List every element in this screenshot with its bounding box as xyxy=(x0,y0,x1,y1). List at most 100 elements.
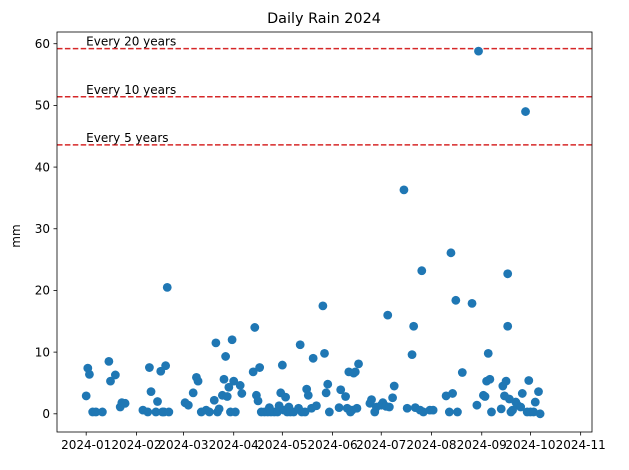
data-point xyxy=(521,107,530,116)
data-point xyxy=(104,356,114,366)
data-point xyxy=(417,266,427,276)
reference-label-2: Every 5 years xyxy=(86,131,168,145)
data-point xyxy=(383,310,393,320)
data-point xyxy=(341,392,350,401)
data-point xyxy=(161,361,171,371)
chart-title: Daily Rain 2024 xyxy=(267,11,381,27)
data-point xyxy=(517,389,527,398)
data-point xyxy=(253,396,263,406)
data-point xyxy=(453,407,462,417)
reference-label-0: Every 20 years xyxy=(86,35,176,49)
data-point xyxy=(485,374,495,384)
y-tick-label: 0 xyxy=(42,407,50,421)
data-point xyxy=(496,404,506,414)
data-point xyxy=(214,404,224,414)
y-tick-label: 60 xyxy=(35,37,50,51)
data-point xyxy=(350,367,360,377)
data-point xyxy=(534,387,543,396)
data-point xyxy=(295,340,305,350)
data-point xyxy=(367,395,376,405)
data-point xyxy=(535,409,545,419)
data-point xyxy=(303,390,313,400)
x-tick-label: 2024-02 xyxy=(111,438,161,452)
data-point xyxy=(235,381,245,390)
data-point xyxy=(250,323,260,332)
data-point xyxy=(97,407,107,417)
data-point xyxy=(444,407,454,417)
y-tick-label: 10 xyxy=(35,345,50,359)
data-point xyxy=(188,388,198,398)
data-point xyxy=(503,269,513,279)
data-point xyxy=(428,405,438,415)
data-point xyxy=(402,403,412,413)
data-point xyxy=(352,403,362,413)
x-tick-label: 2024-08 xyxy=(406,438,456,452)
x-tick-label: 2024-10 xyxy=(505,438,555,452)
y-tick-label: 40 xyxy=(35,160,50,174)
data-point xyxy=(467,298,477,308)
data-point xyxy=(153,397,162,406)
data-point xyxy=(323,379,333,389)
data-point xyxy=(227,335,237,345)
data-point xyxy=(336,385,346,395)
data-point xyxy=(487,407,496,417)
data-point xyxy=(277,360,287,370)
data-point xyxy=(106,376,115,386)
data-point xyxy=(451,295,461,305)
data-point xyxy=(399,185,409,195)
data-point xyxy=(388,393,397,403)
data-point xyxy=(321,388,331,398)
y-tick-label: 50 xyxy=(35,99,50,113)
data-point xyxy=(110,370,120,380)
data-point xyxy=(407,350,417,359)
data-point xyxy=(472,400,482,410)
data-point xyxy=(204,407,214,417)
y-tick-label: 20 xyxy=(35,284,50,298)
data-point xyxy=(501,376,511,386)
data-point xyxy=(229,376,239,386)
reference-label-1: Every 10 years xyxy=(86,83,176,97)
data-point xyxy=(516,402,526,412)
x-tick-label: 2024-07 xyxy=(356,438,406,452)
data-point xyxy=(524,376,534,385)
data-point xyxy=(324,407,334,417)
plot-frame xyxy=(56,31,593,433)
x-tick-label: 2024-09 xyxy=(457,438,507,452)
data-points xyxy=(81,46,545,419)
data-point xyxy=(409,321,419,331)
data-point xyxy=(480,392,490,401)
data-point xyxy=(446,248,456,258)
data-point xyxy=(457,368,467,377)
data-point xyxy=(209,395,219,405)
data-point xyxy=(120,398,130,408)
data-point xyxy=(221,352,231,361)
data-point xyxy=(151,407,161,417)
x-tick-label: 2024-03 xyxy=(158,438,208,452)
data-point xyxy=(334,403,344,413)
data-point xyxy=(222,392,232,401)
x-tick-label: 2024-06 xyxy=(308,438,358,452)
data-point xyxy=(311,401,321,411)
data-point xyxy=(255,363,265,372)
data-point xyxy=(300,407,310,417)
data-point xyxy=(164,407,174,417)
data-point xyxy=(162,282,172,292)
data-point xyxy=(248,367,258,377)
data-point xyxy=(384,402,394,412)
data-point xyxy=(320,348,329,358)
data-point xyxy=(219,374,229,384)
data-point xyxy=(193,376,203,386)
data-point xyxy=(308,353,318,363)
data-point xyxy=(81,391,91,401)
data-point xyxy=(503,321,513,331)
x-tick-label: 2024-05 xyxy=(257,438,307,452)
data-point xyxy=(146,387,156,396)
reference-lines: Every 20 years Every 10 years Every 5 year… xyxy=(57,35,592,146)
y-tick-label: 30 xyxy=(35,222,50,236)
x-tick-label: 2024-01 xyxy=(61,438,111,452)
x-tick-label: 2024-04 xyxy=(209,438,259,452)
data-point xyxy=(224,382,234,392)
